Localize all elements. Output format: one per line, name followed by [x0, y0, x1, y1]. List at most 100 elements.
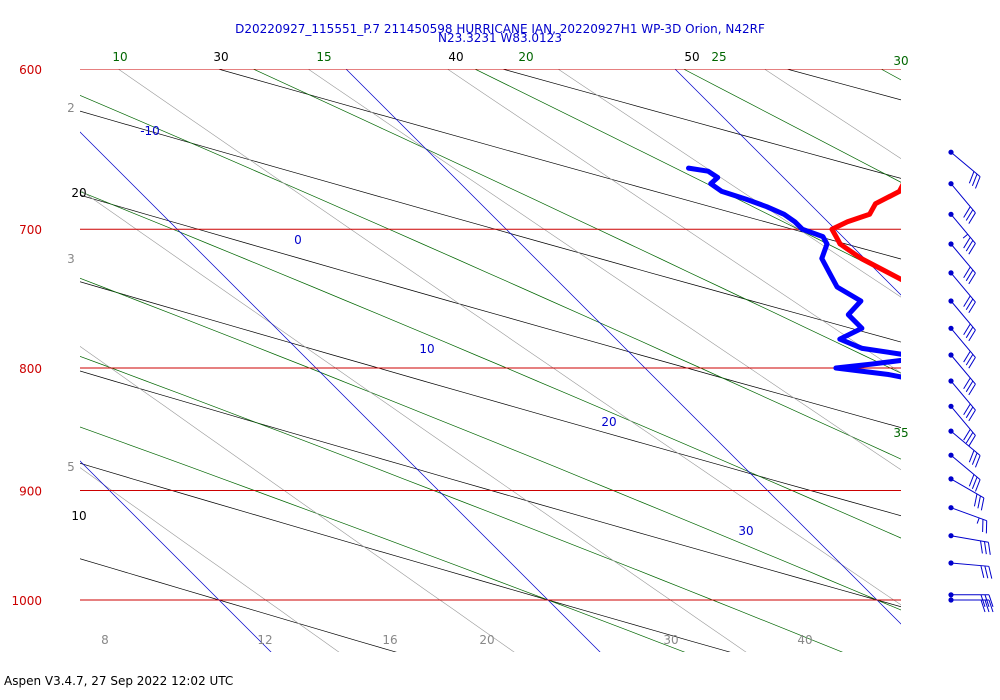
- wind-barb-feather: [980, 565, 985, 579]
- wind-barbs: [948, 149, 994, 613]
- wind-barb-feather: [988, 594, 994, 607]
- wind-barb: [948, 352, 976, 396]
- axis-labels: 600 700 800 900 1000 -10 0 10 20 30 30 40 50 20 10 10 15…: [11, 50, 908, 647]
- wind-barb-feather: [965, 326, 974, 339]
- wind-barb-feather: [968, 171, 975, 184]
- dry-adiabat-label: 40: [448, 50, 463, 64]
- wind-barb: [948, 270, 976, 314]
- wind-barb-staff: [950, 243, 976, 274]
- mixing-ratio-line: [763, 69, 901, 159]
- wind-barb-half-feather: [976, 517, 980, 524]
- wind-barb-feather: [988, 566, 993, 579]
- moist-adiabat-line: [252, 69, 901, 374]
- wind-barb-feather: [984, 594, 990, 607]
- wind-barb-staff: [950, 151, 981, 178]
- mixing-ratio-line: [557, 69, 901, 298]
- wind-barb-feather: [965, 432, 974, 444]
- wind-barb-staff: [950, 405, 976, 436]
- wind-barb: [948, 403, 976, 447]
- wind-barb: [948, 181, 976, 224]
- wind-barb-feather: [963, 351, 971, 363]
- wind-barb-feather: [977, 495, 981, 509]
- moist-adiabat-label: 15: [316, 50, 331, 64]
- wind-barb-staff: [950, 300, 976, 331]
- mixing-ratio-label: 16: [382, 633, 397, 647]
- wind-barb: [948, 298, 976, 342]
- pressure-label: 900: [19, 484, 42, 498]
- isotherm-line: [80, 131, 601, 652]
- moist-adiabat-label: 30: [893, 54, 908, 68]
- moist-adiabat-line: [474, 69, 901, 281]
- wind-barb: [948, 149, 981, 189]
- wind-barb-feather: [988, 599, 994, 613]
- chart-subtitle: N23.3231 W83.0123: [438, 31, 562, 45]
- wind-barb-feather: [968, 243, 976, 255]
- mixing-ratio-line: [117, 69, 901, 606]
- wind-barb-feather: [963, 377, 971, 390]
- wind-barb: [948, 597, 994, 613]
- mixing-ratio-label: 40: [797, 633, 812, 647]
- wind-barb: [948, 452, 981, 492]
- wind-barb-staff: [950, 380, 976, 411]
- wind-barb-half-feather: [962, 233, 969, 239]
- isotherm-line: [345, 69, 901, 625]
- mixing-ratio-label: 20: [479, 633, 494, 647]
- wind-barb-feather: [963, 206, 971, 218]
- wind-barb-feather: [983, 541, 987, 555]
- wind-barb-feather: [963, 429, 971, 441]
- pressure-label: 800: [19, 362, 42, 376]
- footer-text: Aspen V3.4.7, 27 Sep 2022 12:02 UTC: [4, 674, 234, 688]
- mixing-ratio-line: [80, 189, 747, 652]
- isotherm-label: 0: [294, 233, 302, 247]
- wind-barb-feather: [984, 565, 989, 579]
- wind-barb-feather: [974, 479, 981, 492]
- dry-adiabat-line: [80, 558, 397, 652]
- moist-adiabat-line: [80, 426, 686, 652]
- mixing-ratio-label: 3: [67, 252, 75, 266]
- mixing-ratio-label: 2: [67, 101, 75, 115]
- wind-barb-feather: [965, 298, 974, 310]
- dry-adiabat-label: 10: [71, 509, 86, 523]
- dry-adiabat-line: [804, 0, 1000, 699]
- wind-barb-feather: [963, 295, 971, 307]
- wind-barb-feather: [974, 176, 981, 189]
- wind-barb-feather: [968, 474, 975, 487]
- wind-barb-feather: [968, 212, 976, 224]
- dry-adiabat-label: 20: [71, 186, 86, 200]
- dry-adiabat-label: 50: [684, 50, 699, 64]
- wind-barb-feather: [971, 476, 978, 490]
- wind-barb-staff: [950, 478, 985, 499]
- mixing-ratio-line: [446, 69, 901, 374]
- wind-barb-feather: [984, 599, 990, 613]
- mixing-ratio-label: 5: [67, 460, 75, 474]
- isotherm-line: [674, 69, 901, 296]
- wind-barb-staff: [950, 213, 976, 244]
- wind-barb-feather: [987, 542, 991, 555]
- mixing-ratio-line: [80, 345, 515, 652]
- isotherm-label: 10: [419, 342, 434, 356]
- mixing-ratio-label: 8: [101, 633, 109, 647]
- sounding-profiles: [686, 165, 901, 380]
- wind-barb-feather: [968, 301, 976, 314]
- wind-barb-staff: [950, 354, 976, 385]
- wind-barb-feather: [973, 493, 978, 507]
- mixing-ratio-line: [307, 69, 901, 471]
- moist-adiabat-label: 25: [711, 50, 726, 64]
- wind-barb-feather: [980, 540, 983, 554]
- wind-barb-feather: [965, 380, 974, 393]
- isotherm-label: 20: [601, 415, 616, 429]
- wind-barb: [948, 325, 976, 369]
- wind-barb-staff: [950, 430, 981, 456]
- wind-barb-feather: [971, 452, 978, 465]
- wind-barb-staff: [950, 272, 976, 303]
- wind-barb-feather: [968, 357, 976, 369]
- wind-barb-feather: [968, 409, 976, 422]
- isotherm-line: [80, 460, 272, 652]
- wind-barb-staff: [950, 562, 989, 567]
- moist-adiabat-label: 10: [112, 50, 127, 64]
